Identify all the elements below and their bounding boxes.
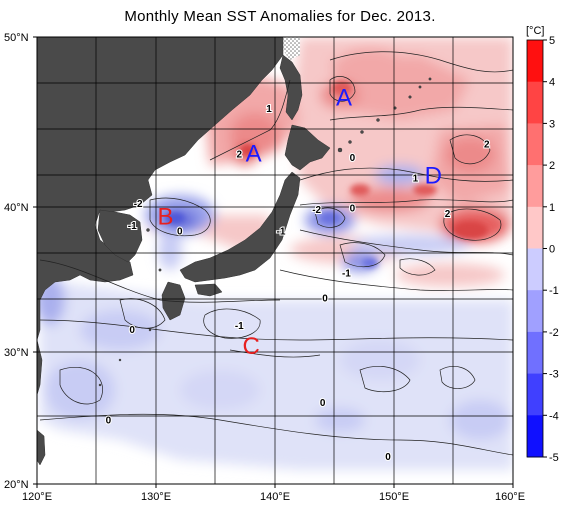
colorbar-band: [527, 415, 543, 458]
colorbar-tick-label: -1: [549, 285, 559, 297]
anomaly-detail: [165, 81, 488, 268]
colorbar-band: [527, 81, 543, 124]
colorbar-band: [527, 290, 543, 333]
contour-label: 0: [177, 227, 183, 238]
contour-label: 2: [484, 140, 490, 151]
colorbar-tick-label: -2: [549, 327, 559, 339]
map-title: Monthly Mean SST Anomalies for Dec. 2013…: [124, 8, 436, 25]
contour-label: 2: [237, 150, 243, 161]
contour-label: 0: [129, 325, 135, 336]
contour-label: 2: [445, 209, 451, 220]
lon-label-140: 140°E: [260, 491, 290, 503]
land: [37, 37, 432, 466]
lon-label-160: 160°E: [495, 491, 525, 503]
colorbar: [°C] 5 4 3 2 1 0 -1 -2 -3 -4 -5: [526, 25, 559, 464]
colorbar-tick-label: 1: [549, 202, 555, 214]
map-field: 1 2 0 1 2 2 -2 -1 0 -2 0 -1 -1 0 -1 0 0 0 0 A A B C D: [37, 37, 513, 484]
lat-label-50: 50°N: [4, 32, 29, 44]
region-labels: A A B C D: [158, 85, 442, 360]
contour-label: 0: [350, 153, 356, 164]
contour-label: -1: [342, 269, 351, 280]
colorbar-band: [527, 40, 543, 83]
contour-label: 0: [350, 203, 356, 214]
lat-label-30: 30°N: [4, 347, 29, 359]
lat-ticks: [33, 36, 37, 485]
colorbar-band: [527, 206, 543, 249]
region-label-a: A: [336, 85, 352, 112]
region-label-c: C: [243, 333, 260, 360]
lon-label-130: 130°E: [141, 491, 171, 503]
grid-lines: [37, 37, 513, 484]
contour-label: 0: [385, 452, 391, 463]
contour-lines: [39, 51, 513, 456]
colorbar-tick-label: 4: [549, 77, 555, 89]
colorbar-tick-label: -5: [549, 452, 559, 464]
colorbar-unit: [°C]: [526, 25, 544, 37]
colorbar-tick-label: -4: [549, 410, 559, 422]
colorbar-tick-label: -3: [549, 369, 559, 381]
colorbar-band: [527, 373, 543, 416]
contour-label: -1: [235, 321, 244, 332]
lon-ticks: [36, 484, 514, 488]
region-label-a: A: [246, 141, 262, 168]
lon-label-150: 150°E: [379, 491, 409, 503]
contour-label: 1: [413, 174, 419, 185]
contour-label: -1: [276, 227, 285, 238]
contour-label: -2: [134, 199, 143, 210]
colorbar-band: [527, 123, 543, 166]
lat-label-40: 40°N: [4, 202, 29, 214]
colorbar-ticks: 5 4 3 2 1 0 -1 -2 -3 -4 -5: [543, 35, 559, 464]
colorbar-band: [527, 331, 543, 375]
contour-label: 0: [106, 415, 112, 426]
contour-label: -2: [312, 205, 321, 216]
colorbar-bands: [527, 40, 543, 458]
colorbar-tick-label: 2: [549, 160, 555, 172]
lon-label-120: 120°E: [22, 491, 52, 503]
contour-label: -1: [128, 221, 137, 232]
lat-label-20: 20°N: [4, 479, 29, 491]
colorbar-tick-label: 0: [549, 244, 555, 256]
colorbar-band: [527, 165, 543, 208]
ice-area: [283, 37, 300, 60]
colorbar-tick-label: 3: [549, 118, 555, 130]
contour-label: 0: [320, 398, 326, 409]
colorbar-tick-label: 5: [549, 35, 555, 47]
contour-label: 1: [266, 104, 272, 115]
colorbar-band: [527, 248, 543, 291]
contour-labels: 1 2 0 1 2 2 -2 -1 0 -2 0 -1 -1 0 -1 0 0 0 0: [105, 103, 491, 464]
region-label-b: B: [158, 204, 174, 231]
region-label-d: D: [425, 163, 442, 190]
contour-label: 0: [322, 293, 328, 304]
